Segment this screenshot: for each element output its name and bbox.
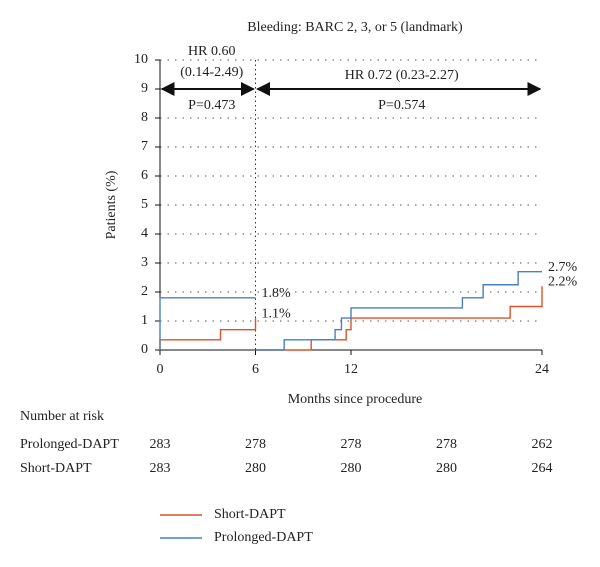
y-tick-label: 2 (141, 284, 148, 299)
annotation: P=0.574 (378, 98, 425, 113)
risk-row-name: Prolonged-DAPT (20, 437, 119, 452)
annotation: HR 0.72 (0.23-2.27) (345, 68, 459, 83)
risk-value: 278 (341, 437, 362, 452)
risk-value: 283 (150, 461, 171, 476)
y-tick-label: 7 (141, 139, 148, 154)
y-tick-label: 4 (141, 226, 148, 241)
annotation: HR 0.60 (188, 44, 235, 59)
x-tick-label: 12 (344, 362, 358, 377)
risk-value: 264 (532, 461, 553, 476)
end-label: 2.7% (548, 260, 578, 275)
legend-label: Short-DAPT (214, 507, 286, 522)
risk-value: 262 (532, 437, 553, 452)
risk-row-name: Short-DAPT (20, 461, 92, 476)
y-tick-label: 0 (141, 342, 148, 357)
y-tick-label: 9 (141, 81, 148, 96)
legend-label: Prolonged-DAPT (214, 530, 313, 545)
annotation: (0.14-2.49) (180, 65, 243, 80)
risk-value: 280 (436, 461, 457, 476)
risk-title: Number at risk (20, 409, 104, 424)
y-tick-label: 6 (141, 168, 148, 183)
end-label: 2.2% (548, 274, 578, 289)
y-tick-label: 3 (141, 255, 148, 270)
chart-title: Bleeding: BARC 2, 3, or 5 (landmark) (247, 20, 463, 35)
x-axis-label: Months since procedure (288, 392, 423, 407)
y-tick-label: 8 (141, 110, 148, 125)
risk-value: 280 (245, 461, 266, 476)
km-curve (159, 271, 542, 351)
end-label: 1.8% (262, 286, 292, 301)
x-tick-label: 0 (157, 362, 164, 377)
risk-value: 280 (341, 461, 362, 476)
y-tick-label: 1 (141, 313, 148, 328)
risk-value: 278 (436, 437, 457, 452)
y-axis-label: Patients (%) (104, 170, 119, 239)
annotation: P=0.473 (188, 98, 235, 113)
end-label: 1.1% (262, 306, 292, 321)
risk-value: 283 (150, 437, 171, 452)
y-tick-label: 10 (134, 52, 148, 67)
x-tick-label: 24 (535, 362, 549, 377)
x-tick-label: 6 (252, 362, 259, 377)
risk-value: 278 (245, 437, 266, 452)
y-tick-label: 5 (141, 197, 148, 212)
